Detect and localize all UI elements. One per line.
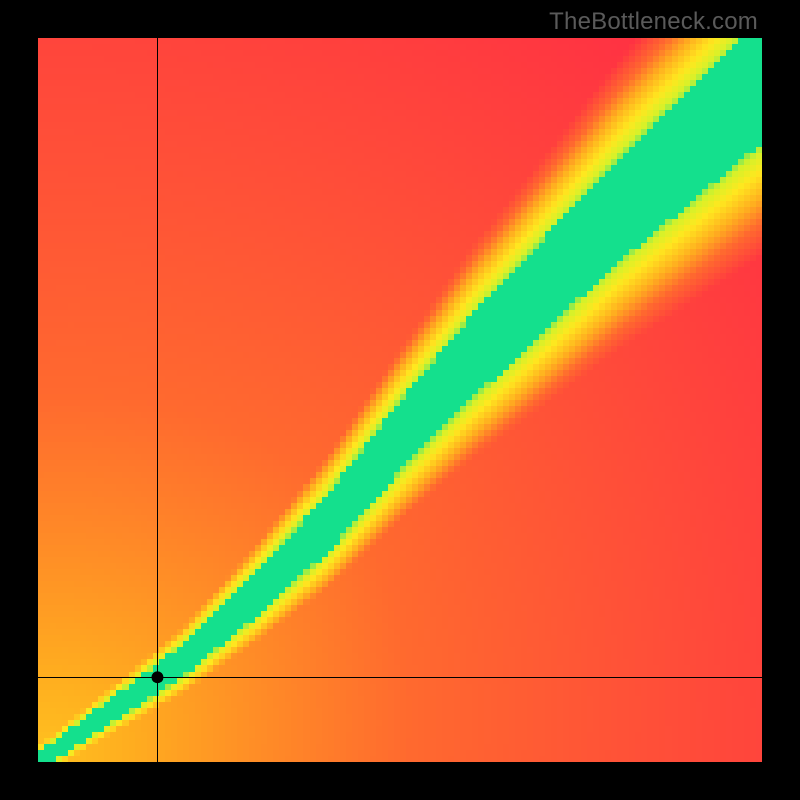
figure-frame: TheBottleneck.com	[0, 0, 800, 800]
plot-area	[38, 38, 762, 762]
bottleneck-heatmap	[38, 38, 762, 762]
watermark-text: TheBottleneck.com	[549, 8, 758, 36]
